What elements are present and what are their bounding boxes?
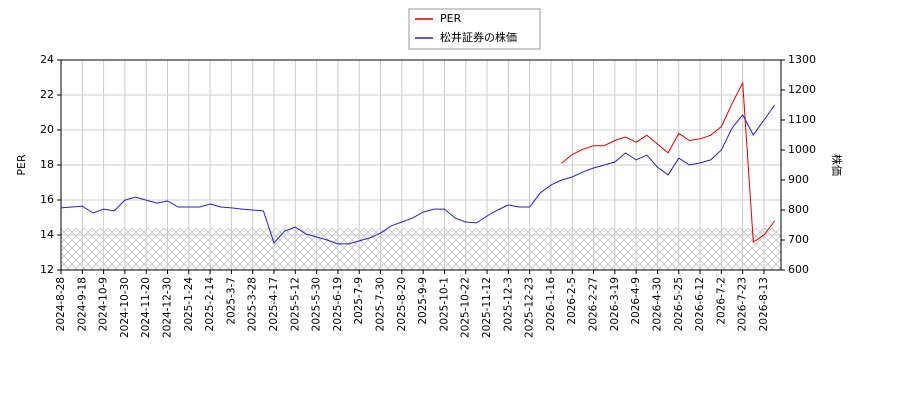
y2-tick-label: 600 [788,263,809,276]
y2-tick-label: 800 [788,203,809,216]
legend-box [408,8,541,50]
x-tick-label: 2025-6-19 [332,277,344,331]
y2-tick-label: 900 [788,173,809,186]
y-tick-label: 14 [40,228,54,241]
y-tick-label: 16 [40,193,54,206]
x-tick-label: 2024-9-18 [76,277,88,331]
x-tick-label: 2025-3-28 [247,277,259,331]
series-line [60,104,776,245]
plot-frame [60,59,782,271]
x-tick-label: 2025-5-12 [289,277,301,331]
x-tick-label: 2024-10-9 [98,277,110,331]
y-tick-label: 24 [40,53,54,66]
x-tick-label: 2026-4-9 [630,277,642,325]
y-tick-label: 18 [40,158,54,171]
y-tick-label: 12 [40,263,54,276]
y-tick-label: 20 [40,123,54,136]
y2-tick-label: 1300 [788,53,816,66]
x-tick-label: 2026-6-12 [694,277,706,331]
x-tick-label: 2025-2-14 [204,277,216,332]
x-tick-label: 2026-5-25 [673,277,685,331]
x-tick-label: 2025-7-9 [353,277,365,325]
x-tick-label: 2025-4-17 [268,277,280,331]
x-tick-label: 2026-7-23 [737,277,749,331]
legend-label: 松井証券の株価 [440,30,517,44]
x-tick-label: 2025-8-20 [396,277,408,331]
y-tick-label: 22 [40,88,54,101]
y2-tick-label: 700 [788,233,809,246]
legend-label: PER [440,12,462,25]
x-tick-label: 2025-12-23 [524,277,536,338]
x-tick-label: 2025-12-3 [502,277,514,331]
x-tick-label: 2026-1-16 [545,277,557,332]
x-tick-label: 2025-9-9 [417,277,429,325]
y2-tick-label: 1100 [788,113,816,126]
x-tick-label: 2024-8-28 [55,277,67,331]
y2-axis-label: 株価 [830,154,844,176]
x-tick-label: 2026-8-13 [758,277,770,331]
x-tick-label: 2026-7-2 [715,277,727,325]
y-axis-label: PER [15,154,28,176]
x-tick-label: 2024-11-20 [140,277,152,338]
x-tick-label: 2025-1-24 [183,277,195,332]
x-tick-label: 2024-12-30 [162,277,174,338]
x-tick-label: 2026-3-19 [609,277,621,331]
x-tick-label: 2025-11-12 [481,277,493,338]
x-tick-label: 2025-10-1 [438,277,450,331]
x-tick-label: 2026-2-27 [588,277,600,331]
x-tick-label: 2025-7-30 [375,277,387,331]
series-line [561,80,775,243]
y2-tick-label: 1200 [788,83,816,96]
legend: PER 松井証券の株価 [408,8,541,50]
x-tick-label: 2025-3-7 [225,277,237,325]
x-tick-label: 2026-2-5 [566,277,578,325]
x-tick-label: 2025-10-22 [460,277,472,338]
y2-tick-label: 1000 [788,143,816,156]
x-tick-label: 2026-4-30 [651,277,663,331]
shaded-region [61,228,781,270]
x-tick-label: 2024-10-30 [119,277,131,338]
x-tick-label: 2025-5-30 [311,277,323,331]
